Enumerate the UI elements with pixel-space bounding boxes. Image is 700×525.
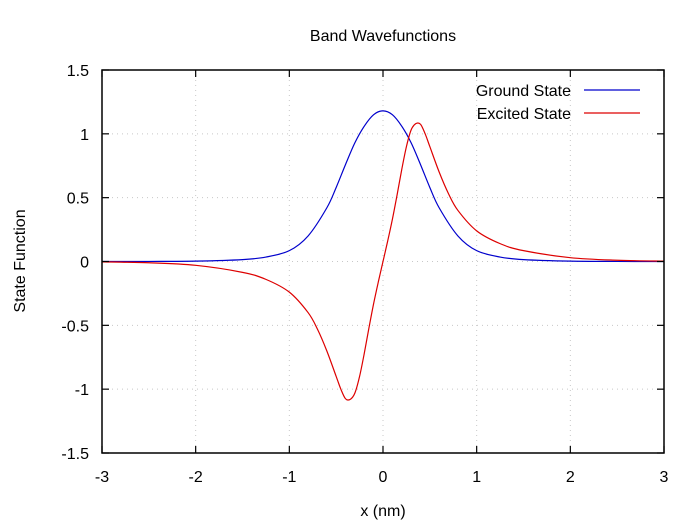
x-axis-title: x (nm) bbox=[360, 503, 405, 520]
x-tick-label: -1 bbox=[282, 469, 296, 486]
y-tick-labels: -1.5 -1 -0.5 0 0.5 1 1.5 bbox=[61, 63, 89, 463]
y-tick-label: -1.5 bbox=[61, 446, 89, 463]
y-tick-label: 1 bbox=[80, 127, 89, 144]
y-tick-label: 0 bbox=[80, 255, 89, 272]
chart-title: Band Wavefunctions bbox=[310, 28, 456, 45]
x-tick-label: 0 bbox=[379, 469, 388, 486]
x-tick-label: -3 bbox=[95, 469, 109, 486]
legend-label: Ground State bbox=[476, 83, 571, 100]
x-tick-label: 3 bbox=[660, 469, 669, 486]
y-axis-title: State Function bbox=[12, 209, 29, 312]
legend: Ground State Excited State bbox=[476, 83, 640, 123]
x-tick-label: 2 bbox=[566, 469, 575, 486]
axis-ticks bbox=[101, 69, 665, 454]
series-line-ground-state bbox=[101, 110, 665, 263]
x-tick-labels: -3 -2 -1 0 1 2 3 bbox=[95, 469, 669, 486]
x-tick-label: -2 bbox=[189, 469, 203, 486]
series-lines bbox=[101, 110, 665, 401]
y-tick-label: 0.5 bbox=[67, 191, 89, 208]
series-line-excited-state bbox=[101, 122, 665, 401]
legend-label: Excited State bbox=[477, 106, 571, 123]
y-tick-label: 1.5 bbox=[67, 63, 89, 80]
x-tick-label: 1 bbox=[472, 469, 481, 486]
y-tick-label: -1 bbox=[75, 382, 89, 399]
y-tick-label: -0.5 bbox=[61, 318, 89, 335]
